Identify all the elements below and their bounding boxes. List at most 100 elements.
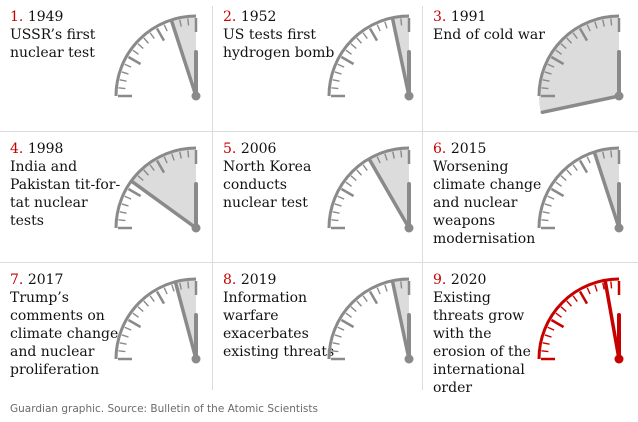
minute-tick	[566, 169, 573, 176]
dial-rim	[114, 277, 197, 360]
row-divider	[0, 131, 638, 132]
minute-tick	[187, 281, 190, 289]
dial-rim	[537, 146, 620, 229]
major-tick	[127, 187, 142, 198]
minute-tick	[334, 203, 342, 207]
hand-pivot	[191, 223, 201, 233]
minute-tick	[187, 18, 190, 26]
minute-tick	[171, 153, 175, 161]
minute-tick	[121, 71, 129, 75]
minute-tick	[331, 350, 339, 353]
panel-number: 7.	[10, 272, 24, 288]
minute-tick	[566, 37, 573, 44]
panel-label: 6. 2015 Worsening climate change and nucl…	[433, 140, 545, 248]
panel-year: 2015	[450, 141, 487, 157]
major-tick	[127, 318, 142, 329]
minute-tick	[610, 281, 613, 289]
minute-tick	[547, 195, 555, 200]
minute-tick	[555, 181, 562, 187]
minute-tick	[149, 32, 155, 39]
minute-tick	[332, 211, 340, 214]
major-tick	[155, 159, 166, 174]
hand-pivot	[191, 91, 201, 101]
panel-number: 9.	[433, 272, 447, 288]
minute-tick	[541, 219, 549, 222]
minute-tick	[124, 63, 132, 68]
clock-dial	[327, 14, 414, 101]
clock-dial	[114, 277, 201, 364]
minute-tick	[331, 87, 339, 90]
minute-hand	[173, 281, 198, 361]
column-divider	[212, 6, 213, 390]
panel-2: 2. 1952 US tests first hydrogen bomb	[213, 0, 421, 128]
minute-tick	[555, 312, 562, 318]
minute-tick	[400, 281, 403, 289]
panel-number: 4.	[10, 141, 24, 157]
clock-dial	[537, 146, 624, 233]
minute-tick	[566, 300, 573, 307]
minute-tick	[542, 342, 550, 345]
minute-hand	[390, 17, 411, 98]
panel-year: 1952	[240, 9, 277, 25]
minute-tick	[384, 284, 388, 292]
major-tick	[340, 318, 355, 329]
minute-tick	[384, 153, 388, 161]
minute-tick	[124, 195, 132, 200]
panel-number: 1.	[10, 9, 24, 25]
minute-tick	[602, 151, 605, 159]
minute-hand	[368, 158, 411, 230]
panel-description: India and Pakistan tit-for-tat nuclear t…	[10, 159, 121, 229]
minute-tick	[132, 312, 139, 318]
minute-tick	[143, 169, 150, 176]
panel-description: Existing threats grow with the erosion o…	[433, 290, 531, 396]
minute-tick	[356, 300, 363, 307]
minute-tick	[362, 164, 368, 171]
time-remaining-wedge	[539, 16, 619, 113]
hand-pivot	[404, 223, 414, 233]
minute-tick	[586, 156, 591, 164]
minute-tick	[350, 306, 357, 313]
minute-hand	[603, 280, 621, 361]
minute-hand	[130, 180, 198, 230]
dial-rim	[114, 146, 197, 229]
panel-6: 6. 2015 Worsening climate change and nucl…	[423, 132, 631, 260]
minute-tick	[376, 287, 381, 295]
minute-tick	[149, 164, 155, 171]
minute-tick	[334, 71, 342, 75]
minute-tick	[331, 219, 339, 222]
major-tick	[550, 318, 565, 329]
panel-label: 2. 1952 US tests first hydrogen bomb	[223, 8, 335, 62]
doomsday-clock-grid: 1. 1949 USSR’s first nuclear test 2. 1952…	[0, 0, 638, 396]
dial-rim	[114, 14, 197, 97]
panel-description: Information warfare exacerbates existing…	[223, 290, 335, 360]
panel-year: 1998	[27, 141, 64, 157]
panel-9: 9. 2020 Existing threats grow with the er…	[423, 263, 631, 396]
panel-description: Trump’s comments on climate change and n…	[10, 290, 119, 378]
panel-year: 2006	[240, 141, 277, 157]
minute-tick	[544, 334, 552, 338]
panel-description: North Korea conducts nuclear test	[223, 159, 312, 211]
minute-tick	[555, 49, 562, 55]
major-tick	[578, 27, 589, 42]
panel-number: 3.	[433, 9, 447, 25]
minute-tick	[610, 18, 613, 26]
minute-tick	[163, 156, 168, 164]
panel-year: 1991	[450, 9, 487, 25]
minute-tick	[143, 37, 150, 44]
hand-pivot	[614, 91, 624, 101]
minute-tick	[337, 326, 345, 331]
clock-dial	[114, 146, 201, 233]
minute-tick	[143, 300, 150, 307]
minute-tick	[594, 21, 598, 29]
panel-label: 7. 2017 Trump’s comments on climate chang…	[10, 271, 122, 379]
panel-year: 2020	[450, 272, 487, 288]
minute-tick	[163, 24, 168, 32]
minute-tick	[149, 295, 155, 302]
hand-pivot	[614, 354, 624, 364]
panel-number: 8.	[223, 272, 237, 288]
panel-label: 1. 1949 USSR’s first nuclear test	[10, 8, 122, 62]
minute-tick	[345, 49, 352, 55]
dial-rim	[537, 14, 620, 97]
minute-tick	[541, 350, 549, 353]
minute-tick	[337, 195, 345, 200]
